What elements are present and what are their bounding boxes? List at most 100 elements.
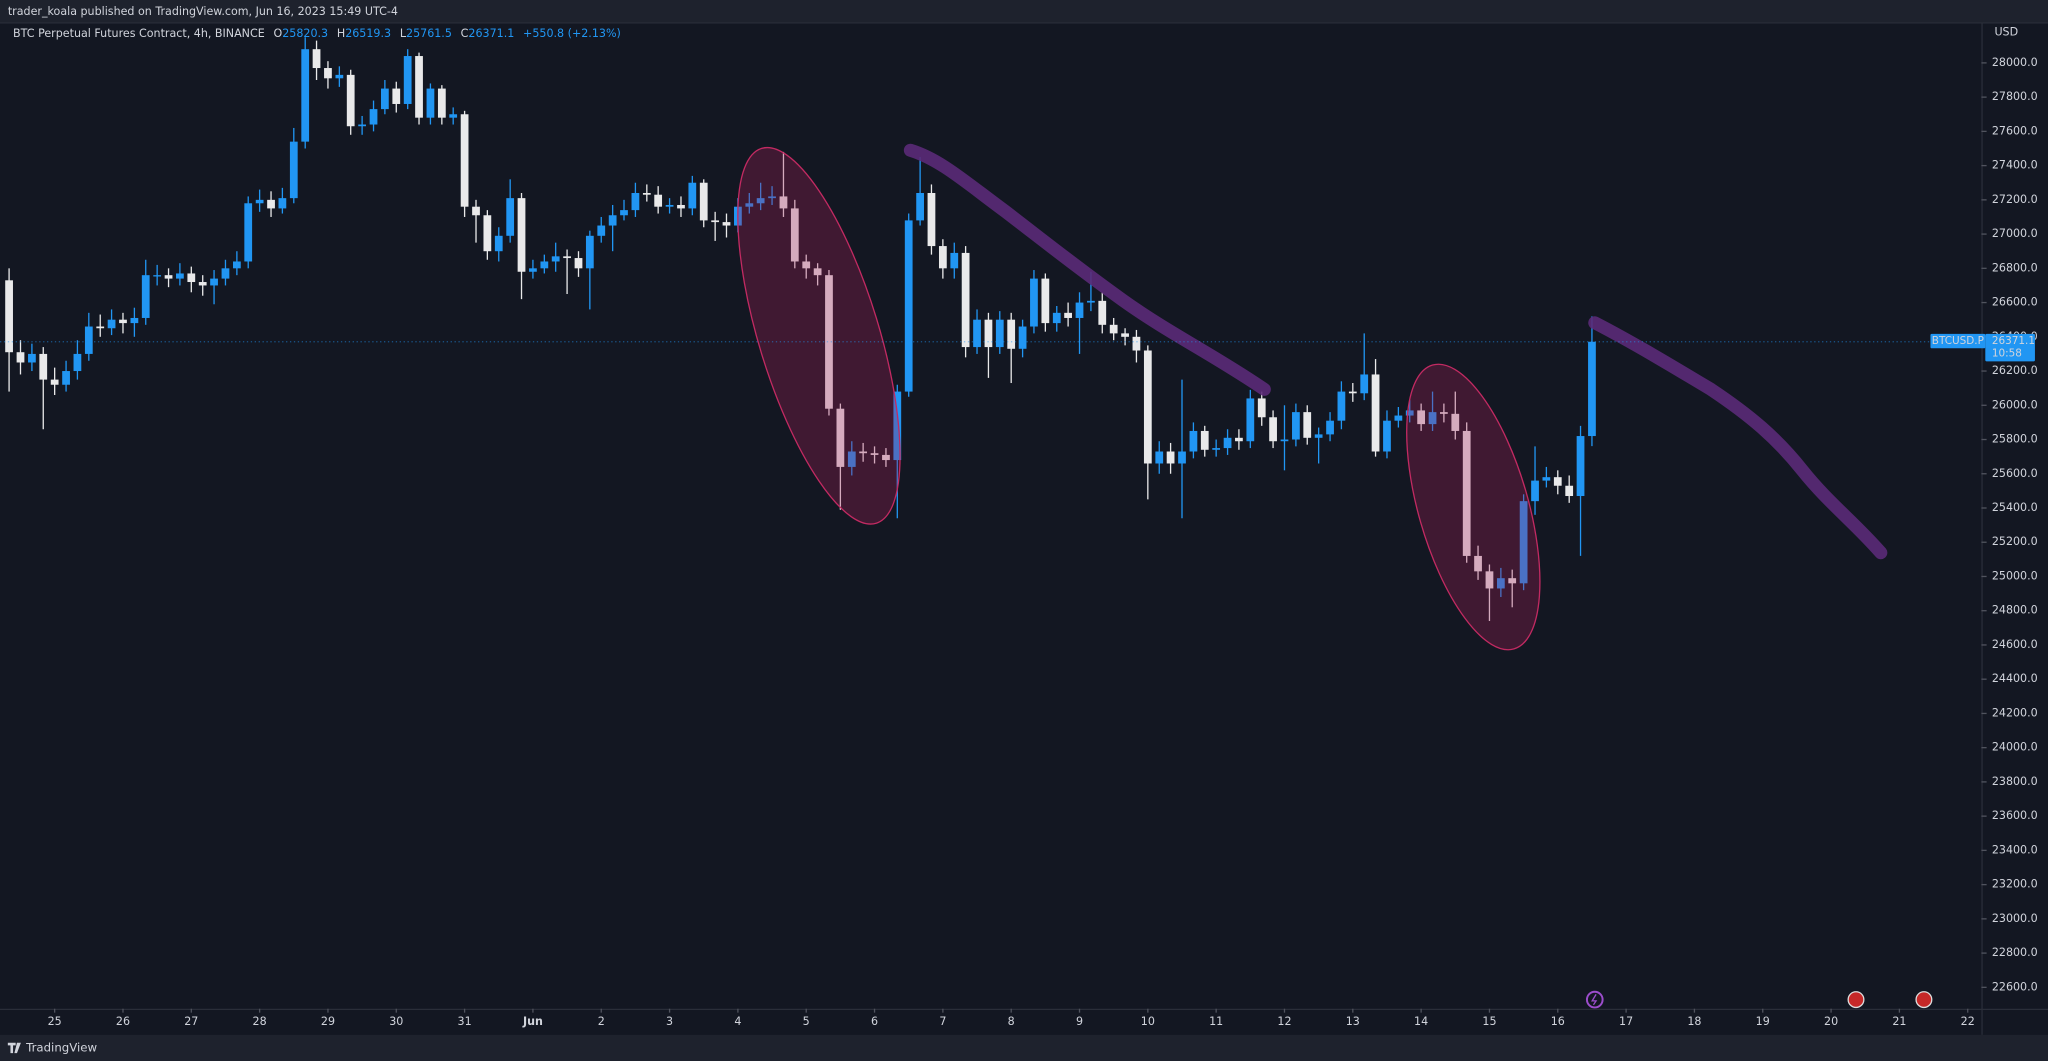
candle-body: [472, 206, 480, 216]
candle-body: [1394, 415, 1403, 421]
candle-body: [1200, 430, 1209, 450]
candle-body: [1303, 412, 1312, 438]
candle-body: [620, 210, 628, 216]
x-tick-label: 20: [1824, 1015, 1838, 1028]
candle-body: [870, 453, 879, 455]
y-tick-label: 23600.0: [1992, 809, 2038, 822]
candle-body: [973, 319, 981, 348]
candle-body: [836, 408, 845, 467]
highlight-ellipse: [1406, 363, 1541, 651]
candle-body: [164, 275, 173, 279]
candle-body: [1178, 451, 1186, 464]
candle-body: [1246, 398, 1255, 442]
candle-body: [529, 268, 537, 272]
candle-body: [665, 204, 674, 207]
legend-value: 26371.1: [468, 27, 514, 40]
x-tick-label: 18: [1687, 1015, 1701, 1028]
y-tick-label: 24600.0: [1992, 638, 2038, 651]
candle-body: [1098, 300, 1107, 325]
candle-body: [1212, 448, 1221, 450]
legend-symbol: BTC Perpetual Futures Contract, 4h, BINA…: [13, 27, 265, 40]
legend-label: L: [400, 27, 407, 40]
legend-label: H: [337, 27, 345, 40]
header-text: trader_koala published on TradingView.co…: [8, 5, 398, 18]
header-bar: [0, 0, 2048, 23]
candle-body: [5, 280, 13, 353]
y-tick-label: 27800.0: [1992, 90, 2038, 103]
price-tag-value: 26371.1: [1992, 335, 2035, 347]
price-tag-countdown: 10:58: [1992, 348, 2022, 360]
y-tick-label: 23200.0: [1992, 878, 2038, 891]
candle-body: [369, 109, 378, 125]
candle-body: [16, 352, 25, 363]
candle-body: [574, 258, 583, 269]
candle-body: [825, 275, 833, 409]
trend-brush: [903, 143, 1271, 396]
footer-logo: [7, 1042, 21, 1054]
candle-body: [916, 193, 924, 221]
x-tick-label: 16: [1551, 1015, 1565, 1028]
y-tick-label: 25200.0: [1992, 535, 2038, 548]
candle-body: [244, 203, 253, 262]
candle-body: [1280, 439, 1289, 442]
candle-body: [1337, 391, 1346, 421]
candle-body: [324, 68, 332, 79]
candle-body: [1348, 391, 1357, 394]
candle-body: [961, 252, 970, 348]
x-tick-label: Jun: [522, 1015, 543, 1028]
candle-body: [1519, 501, 1528, 584]
x-tick-label: 7: [939, 1015, 946, 1028]
candle-body: [768, 196, 776, 199]
legend-value: 25761.5: [406, 27, 452, 40]
x-tick-label: 31: [458, 1015, 472, 1028]
candle-body: [779, 196, 788, 209]
candle-body: [1474, 555, 1482, 572]
candle-body: [301, 49, 310, 142]
candle-body: [1542, 477, 1551, 481]
y-tick-label: 27000.0: [1992, 227, 2038, 240]
event-icons: [1585, 990, 1933, 1009]
candle-body: [415, 56, 423, 118]
candle-body: [551, 256, 560, 262]
candle-body: [107, 319, 116, 329]
candle-body: [904, 220, 913, 392]
candle-body: [1360, 374, 1369, 394]
event-icon: [1585, 990, 1604, 1009]
candle-body: [494, 235, 503, 252]
candle-body: [1428, 412, 1437, 425]
candle-body: [813, 268, 822, 276]
x-tick-label: 30: [389, 1015, 403, 1028]
y-tick-label: 27400.0: [1992, 159, 2038, 172]
candle-body: [563, 256, 571, 259]
event-icon: [1915, 991, 1933, 1009]
candle-body: [50, 379, 59, 385]
candle-body: [1553, 477, 1562, 486]
legend-label: O: [273, 27, 282, 40]
candle-body: [893, 391, 902, 461]
x-tick-label: 8: [1008, 1015, 1015, 1028]
candle-body: [1132, 336, 1141, 351]
candle-body: [232, 261, 241, 269]
candle-body: [255, 199, 264, 204]
candle-body: [597, 225, 606, 236]
candle-body: [403, 56, 412, 104]
candle-body: [1235, 437, 1243, 442]
footer-brand: TradingView: [25, 1040, 97, 1054]
y-tick-label: 25000.0: [1992, 569, 2038, 582]
candle-body: [73, 353, 82, 372]
candle-body: [1155, 451, 1164, 464]
candle-body: [1531, 480, 1539, 502]
y-tick-label: 24800.0: [1992, 604, 2038, 617]
candle-body: [426, 88, 435, 118]
x-tick-label: 15: [1482, 1015, 1496, 1028]
y-tick-label: 27600.0: [1992, 124, 2038, 137]
candle-body: [802, 261, 811, 269]
candle-body: [119, 319, 127, 324]
y-tick-label: 23000.0: [1992, 912, 2038, 925]
candle-body: [1223, 437, 1232, 449]
candle-body: [1143, 350, 1152, 464]
candle-body: [39, 353, 48, 380]
event-icon-glyph: [1591, 994, 1598, 1006]
candle-body: [745, 203, 754, 207]
